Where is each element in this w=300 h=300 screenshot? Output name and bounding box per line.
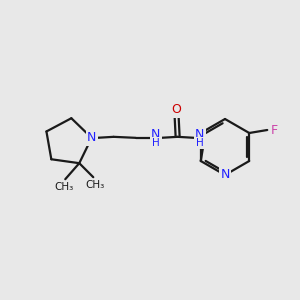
- Text: O: O: [172, 103, 182, 116]
- Text: N: N: [87, 131, 96, 144]
- Text: H: H: [152, 138, 160, 148]
- Text: N: N: [151, 128, 160, 141]
- Text: N: N: [195, 128, 204, 141]
- Text: CH₃: CH₃: [85, 180, 105, 190]
- Text: F: F: [271, 124, 278, 136]
- Text: CH₃: CH₃: [55, 182, 74, 192]
- Text: H: H: [196, 138, 203, 148]
- Text: N: N: [220, 169, 230, 182]
